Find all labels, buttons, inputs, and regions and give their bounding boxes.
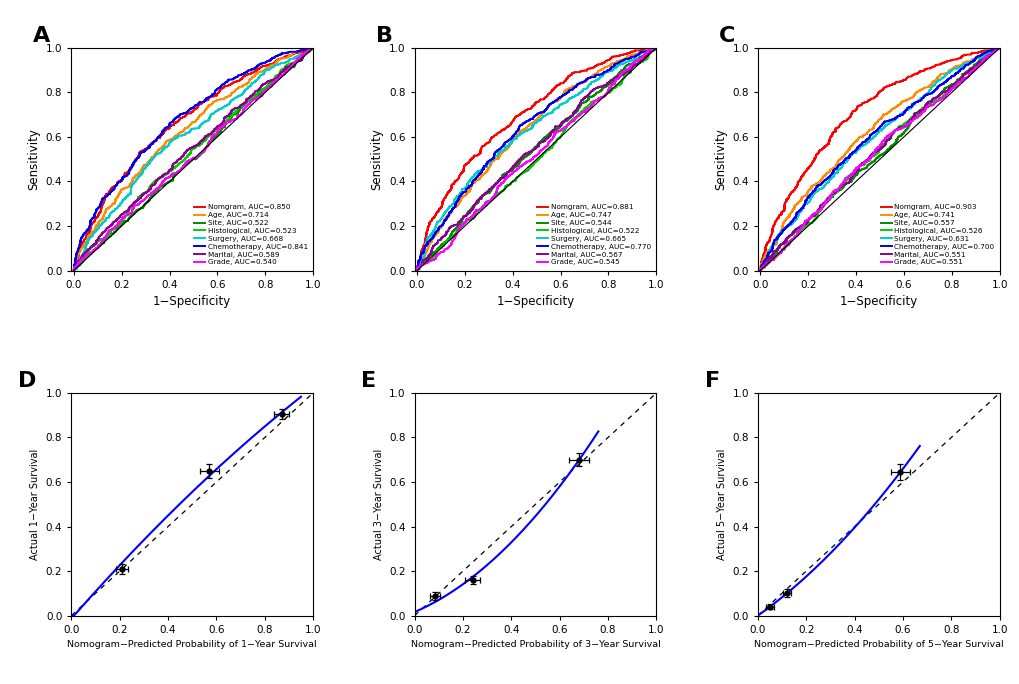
Text: F: F (704, 371, 719, 391)
Text: C: C (718, 25, 735, 46)
Y-axis label: Sensitivity: Sensitivity (713, 129, 727, 190)
Legend: Nomgram, AUC=0.881, Age, AUC=0.747, Site, AUC=0.544, Histological, AUC=0.522, Su: Nomgram, AUC=0.881, Age, AUC=0.747, Site… (536, 203, 652, 267)
X-axis label: Nomogram−Predicted Probability of 3−Year Survival: Nomogram−Predicted Probability of 3−Year… (411, 640, 659, 649)
Text: E: E (361, 371, 376, 391)
Text: B: B (376, 25, 392, 46)
X-axis label: 1−Specificity: 1−Specificity (153, 295, 231, 308)
Y-axis label: Actual 3−Year Survival: Actual 3−Year Survival (373, 449, 383, 560)
Y-axis label: Actual 5−Year Survival: Actual 5−Year Survival (716, 449, 727, 560)
Text: D: D (18, 371, 37, 391)
X-axis label: Nomogram−Predicted Probability of 5−Year Survival: Nomogram−Predicted Probability of 5−Year… (753, 640, 1003, 649)
Y-axis label: Sensitivity: Sensitivity (28, 129, 41, 190)
Legend: Nomgram, AUC=0.903, Age, AUC=0.741, Site, AUC=0.557, Histological, AUC=0.526, Su: Nomgram, AUC=0.903, Age, AUC=0.741, Site… (878, 203, 995, 267)
Legend: Nomgram, AUC=0.850, Age, AUC=0.714, Site, AUC=0.522, Histological, AUC=0.523, Su: Nomgram, AUC=0.850, Age, AUC=0.714, Site… (193, 203, 309, 267)
X-axis label: 1−Specificity: 1−Specificity (496, 295, 574, 308)
Y-axis label: Sensitivity: Sensitivity (370, 129, 383, 190)
X-axis label: Nomogram−Predicted Probability of 1−Year Survival: Nomogram−Predicted Probability of 1−Year… (67, 640, 317, 649)
Text: A: A (33, 25, 50, 46)
X-axis label: 1−Specificity: 1−Specificity (839, 295, 917, 308)
Y-axis label: Actual 1−Year Survival: Actual 1−Year Survival (31, 449, 41, 560)
